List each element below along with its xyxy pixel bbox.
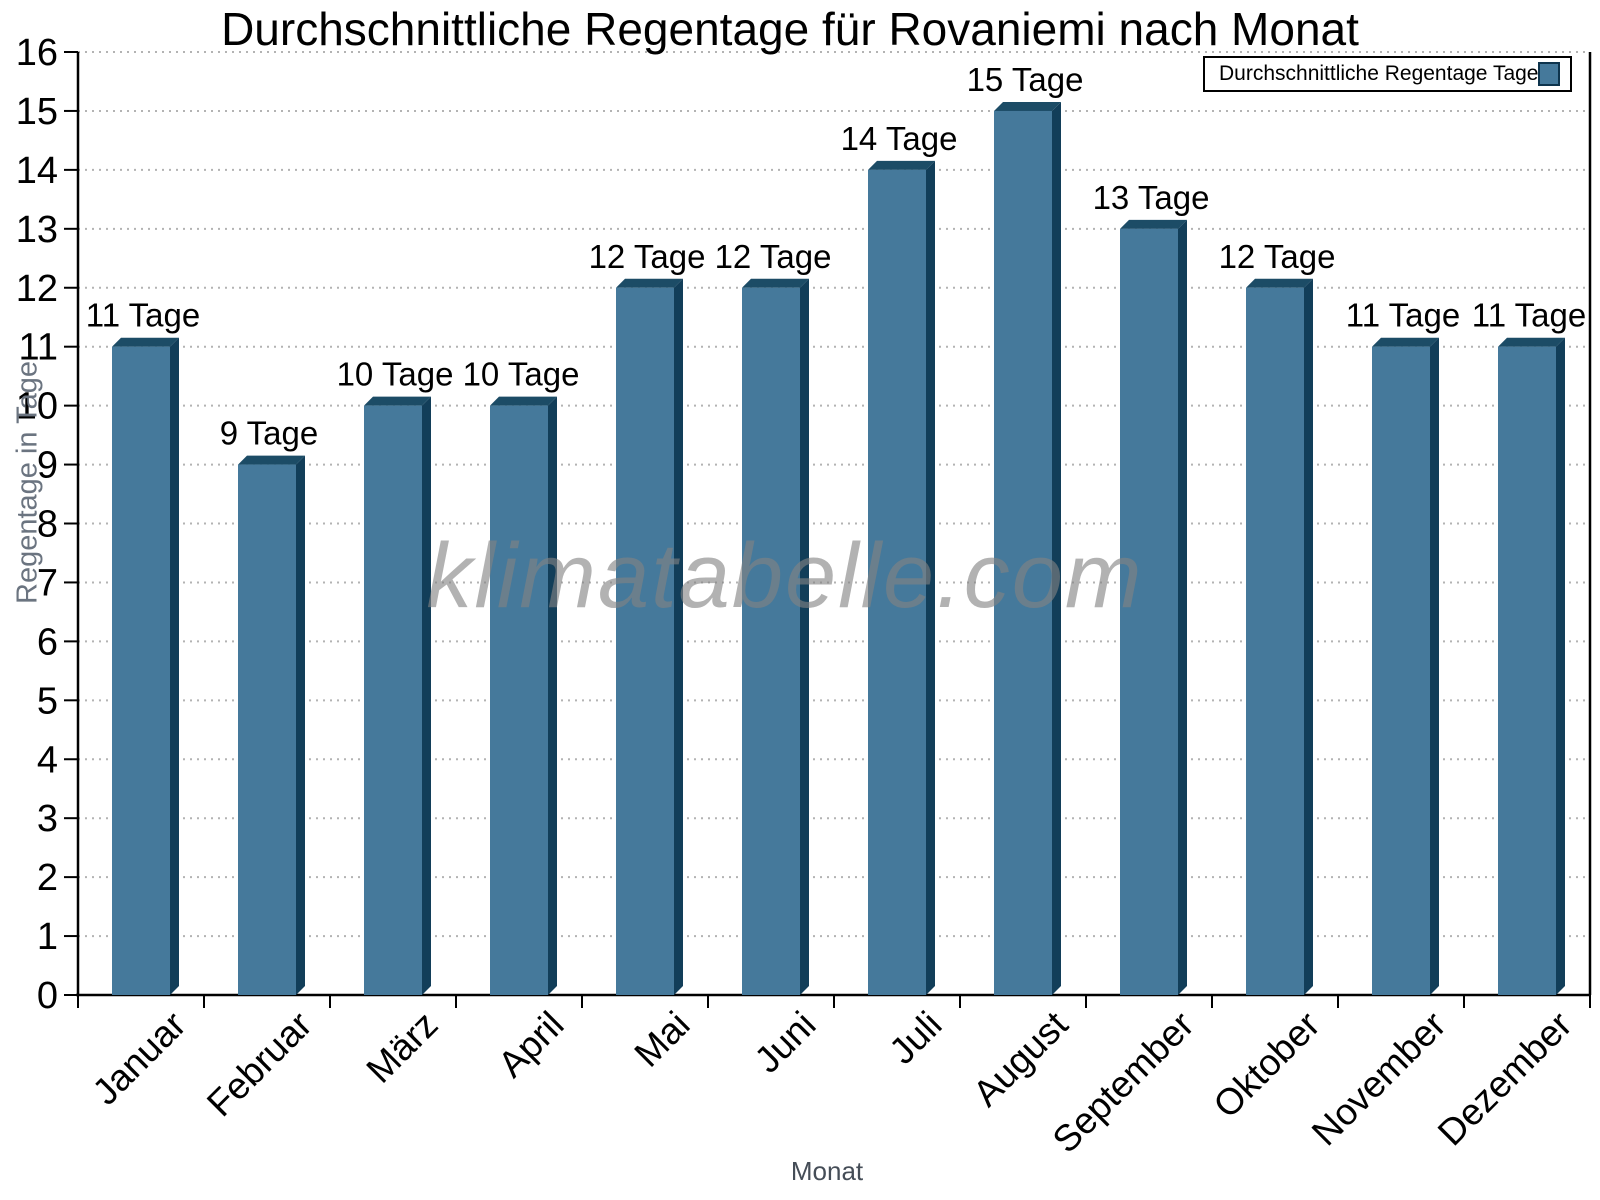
bar <box>1498 346 1556 995</box>
y-tick-label: 7 <box>37 562 58 604</box>
x-category-label: August <box>965 1003 1076 1114</box>
x-category-label: April <box>490 1004 571 1085</box>
bar-value-label: 12 Tage <box>1219 238 1336 275</box>
legend-swatch-icon <box>1538 62 1561 86</box>
bar <box>238 464 296 995</box>
bar <box>868 169 926 995</box>
y-tick-label: 12 <box>16 268 58 310</box>
x-category-label: Mai <box>627 1004 698 1075</box>
x-category-label: Oktober <box>1206 1004 1328 1126</box>
bar-side <box>170 337 179 995</box>
y-tick-label: 4 <box>37 739 58 781</box>
x-category-label: Juli <box>881 1004 949 1072</box>
bar-value-label: 10 Tage <box>337 356 454 393</box>
x-category-label: November <box>1304 1004 1454 1154</box>
bar-side <box>548 396 557 995</box>
x-axis-title: Monat <box>790 1156 864 1186</box>
y-tick-label: 1 <box>37 916 58 958</box>
bar <box>490 405 548 995</box>
bar-side <box>296 455 305 995</box>
bar-value-label: 9 Tage <box>220 415 318 452</box>
bar-side <box>800 278 809 995</box>
x-category-label: Dezember <box>1430 1004 1580 1154</box>
legend: Durchschnittliche Regentage Tage <box>1203 56 1572 92</box>
bar-value-label: 12 Tage <box>715 238 832 275</box>
y-tick-label: 9 <box>37 445 58 487</box>
bar-side <box>1178 219 1187 995</box>
bar-top <box>1120 219 1187 229</box>
y-tick-label: 16 <box>16 32 58 74</box>
bar-top <box>742 278 809 288</box>
bar <box>1246 287 1304 995</box>
y-tick-label: 2 <box>37 857 58 899</box>
y-tick-label: 3 <box>37 798 58 840</box>
y-tick-label: 6 <box>37 621 58 663</box>
y-tick-label: 8 <box>37 504 58 546</box>
bar <box>364 405 422 995</box>
bar-top <box>238 455 305 465</box>
bar-side <box>1556 337 1565 995</box>
y-tick-label: 5 <box>37 680 58 722</box>
bar-side <box>1430 337 1439 995</box>
bar-top <box>994 101 1061 111</box>
bar-top <box>1498 337 1565 347</box>
y-tick-label: 0 <box>37 975 58 1017</box>
bar-top <box>364 396 431 406</box>
x-category-label: März <box>359 1004 446 1091</box>
bar-top <box>112 337 179 347</box>
y-axis-title: Regentage in Tage <box>11 361 44 604</box>
bar-side <box>1052 101 1061 995</box>
x-category-label: Januar <box>85 1004 194 1113</box>
bar <box>1372 346 1430 995</box>
bar-value-label: 11 Tage <box>86 297 200 334</box>
bar-side <box>674 278 683 995</box>
bar <box>994 110 1052 995</box>
bar-value-label: 11 Tage <box>1472 297 1586 334</box>
bar-value-label: 10 Tage <box>463 356 580 393</box>
bar-top <box>490 396 557 406</box>
bar-side <box>422 396 431 995</box>
x-category-label: Februar <box>199 1004 320 1125</box>
bar-top <box>1372 337 1439 347</box>
bar <box>616 287 674 995</box>
x-category-label: Juni <box>747 1004 824 1081</box>
chart-title: Durchschnittliche Regentage für Rovaniem… <box>221 3 1359 55</box>
y-tick-label: 13 <box>16 209 58 251</box>
bar-side <box>926 160 935 995</box>
bar-top <box>616 278 683 288</box>
legend-label: Durchschnittliche Regentage Tage <box>1219 62 1539 85</box>
bar-side <box>1304 278 1313 995</box>
bar-value-label: 11 Tage <box>1346 297 1460 334</box>
bar-value-label: 13 Tage <box>1093 179 1210 216</box>
bar <box>112 346 170 995</box>
bar-value-label: 12 Tage <box>589 238 706 275</box>
bar-top <box>868 160 935 170</box>
y-tick-label: 11 <box>19 327 58 369</box>
y-tick-label: 14 <box>16 150 58 192</box>
bar-top <box>1246 278 1313 288</box>
bar-value-label: 15 Tage <box>967 61 1084 98</box>
y-tick-label: 10 <box>16 386 58 428</box>
bar <box>742 287 800 995</box>
bar-value-label: 14 Tage <box>841 120 958 157</box>
y-tick-label: 15 <box>16 91 58 133</box>
bar <box>1120 228 1178 995</box>
